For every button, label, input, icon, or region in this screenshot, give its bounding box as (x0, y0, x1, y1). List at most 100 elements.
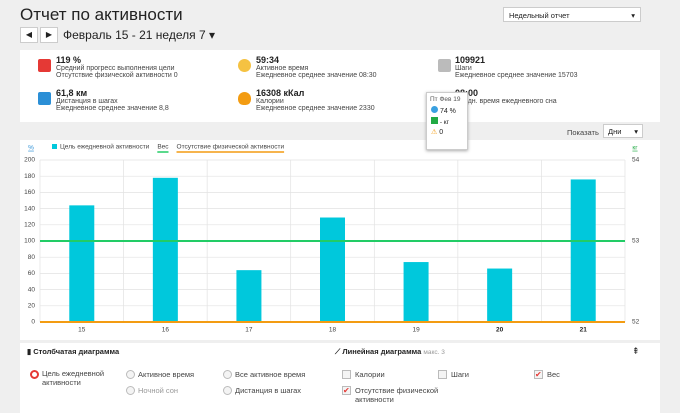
bar-option[interactable]: Все активное время (235, 370, 306, 379)
stat-label: Средний прогресс выполнения цели (56, 65, 175, 72)
stat-label: Средн. время ежедневного сна (455, 98, 557, 105)
title: Отчет по активности (20, 5, 183, 24)
radio[interactable] (126, 386, 135, 395)
stat-value: 16308 кКал (256, 88, 305, 98)
y-tick-label: 20 (28, 303, 36, 310)
y-tick-label: 200 (24, 157, 35, 164)
line-option[interactable]: Отсутствие физической активности (355, 386, 439, 404)
x-tick-label: 17 (245, 327, 253, 334)
y-tick-label: 40 (28, 286, 36, 293)
radio[interactable] (223, 386, 232, 395)
line-option[interactable]: Шаги (451, 370, 469, 379)
checkbox-checked[interactable]: ✔ (342, 386, 351, 395)
x-tick-label: 16 (162, 327, 170, 334)
week-selector[interactable]: Февраль 15 - 21 неделя 7 ▾ (63, 28, 215, 42)
bar-option[interactable]: Цель ежедневной активности (42, 369, 105, 387)
checkbox[interactable] (342, 370, 351, 379)
tooltip-inactivity: 0 (439, 129, 444, 136)
bar-option[interactable]: Ночной сон (138, 386, 179, 395)
legend-label: Вес (157, 144, 169, 151)
bar-panel-title-text: Столбчатая диаграмма (33, 347, 120, 356)
bar (320, 217, 345, 322)
stat-label: Дистанция в шагах (56, 98, 118, 105)
stat: 109921 Шаги Ежедневное среднее значение 15… (455, 55, 578, 79)
stat-value: 61,8 км (56, 88, 88, 98)
legend-label: Отсутствие физической активности (177, 143, 285, 151)
x-tick-label: 15 (78, 327, 86, 334)
line-option[interactable]: Вес (547, 370, 560, 379)
stat: 59:34 Активное время Ежедневное среднее зн… (256, 55, 377, 79)
bar (236, 270, 262, 322)
bar (403, 262, 429, 322)
y2-tick-label: 52 (632, 319, 640, 326)
stat: 16308 кКал Калории Ежедневное среднее знач… (256, 88, 375, 112)
line-option[interactable]: Калории (355, 370, 385, 379)
stat-value: 109921 (455, 55, 486, 65)
y-tick-label: 140 (24, 205, 35, 212)
tooltip: Пт Фев 19 74 % - кг ⚠ 0 (426, 92, 468, 150)
y-axis-label: % (28, 145, 34, 152)
bar (570, 179, 596, 322)
report-select-text: Недельный отчет (509, 11, 570, 20)
y-tick-label: 100 (24, 238, 35, 245)
bar-option[interactable]: Активное время (138, 370, 195, 379)
checkbox-checked[interactable]: ✔ (534, 370, 543, 379)
show-select[interactable]: Дни ▾ (603, 124, 643, 138)
checkbox[interactable] (438, 370, 447, 379)
goal-icon (38, 59, 51, 72)
radio[interactable] (223, 370, 232, 379)
chart: % кг 0 20 40 60 80 100 120 140 160 180 200 52 53 54 Цель… (24, 143, 640, 334)
y-tick-label: 60 (28, 270, 36, 277)
bar (69, 205, 95, 322)
tooltip-weight: - кг (439, 119, 449, 126)
legend-swatch (52, 144, 57, 149)
x-tick-label: 18 (329, 327, 337, 334)
x-tick-label: 21 (580, 327, 588, 334)
stat-label: Шаги (455, 65, 472, 72)
tooltip-date: Пт Фев 19 (430, 96, 461, 103)
steps-icon (438, 59, 451, 72)
line-panel-title: ⟋ Линейная диаграмма макс. 3 (335, 347, 445, 356)
next-button[interactable]: ▶ (40, 27, 58, 43)
y-tick-label: 120 (24, 222, 35, 229)
line-panel-note: макс. 3 (423, 349, 445, 356)
y-tick-label: 80 (28, 254, 36, 261)
stat-sub: Отсутствие физической активности 0 (56, 72, 178, 79)
x-tick-label: 20 (496, 327, 504, 334)
stat: 61,8 км Дистанция в шагах Ежедневное средн… (56, 88, 169, 112)
bar-option[interactable]: Дистанция в шагах (235, 386, 302, 395)
week-text: Февраль 15 - 21 неделя 7 (63, 28, 206, 42)
x-tick-label: 19 (412, 327, 420, 334)
stat-sub: Ежедневное среднее значение 15703 (455, 72, 578, 79)
bar (487, 268, 513, 322)
y2-tick-label: 54 (632, 157, 640, 164)
legend-label: Цель ежедневной активности (60, 143, 150, 151)
stat-sub: Ежедневное среднее значение 8,8 (56, 105, 169, 112)
y-tick-label: 160 (24, 189, 35, 196)
tooltip-progress: 74 % (439, 108, 456, 115)
active-icon (238, 59, 251, 72)
stat-value: 59:34 (256, 55, 280, 65)
stat-sub: Ежедневное среднее значение 2330 (256, 105, 375, 112)
calories-icon (238, 92, 251, 105)
y-tick-label: 180 (24, 173, 35, 180)
stat-label: Активное время (256, 65, 309, 72)
y2-tick-label: 53 (632, 238, 640, 245)
stat-value: 119 % (56, 55, 82, 65)
y-tick-label: 0 (31, 319, 35, 326)
radio[interactable] (126, 370, 135, 379)
bar-panel-title: ▮ Столбчатая диаграмма (27, 347, 120, 356)
stat: 119 % Средний прогресс выполнения цели Отс… (56, 55, 178, 79)
y2-axis-label: кг (632, 145, 638, 152)
prev-button[interactable]: ◀ (20, 27, 38, 43)
show-label: Показать (567, 128, 599, 137)
radio-selected[interactable] (30, 370, 39, 379)
bar (152, 177, 178, 322)
stat-sub: Ежедневное среднее значение 08:30 (256, 72, 377, 79)
stats-panel (20, 50, 660, 122)
collapse-button[interactable]: ⇞ (632, 346, 640, 356)
stat-label: Калории (256, 98, 284, 105)
line-panel-title-text: Линейная диаграмма (342, 347, 422, 356)
report-select[interactable]: Недельный отчет ▾ (503, 7, 641, 22)
